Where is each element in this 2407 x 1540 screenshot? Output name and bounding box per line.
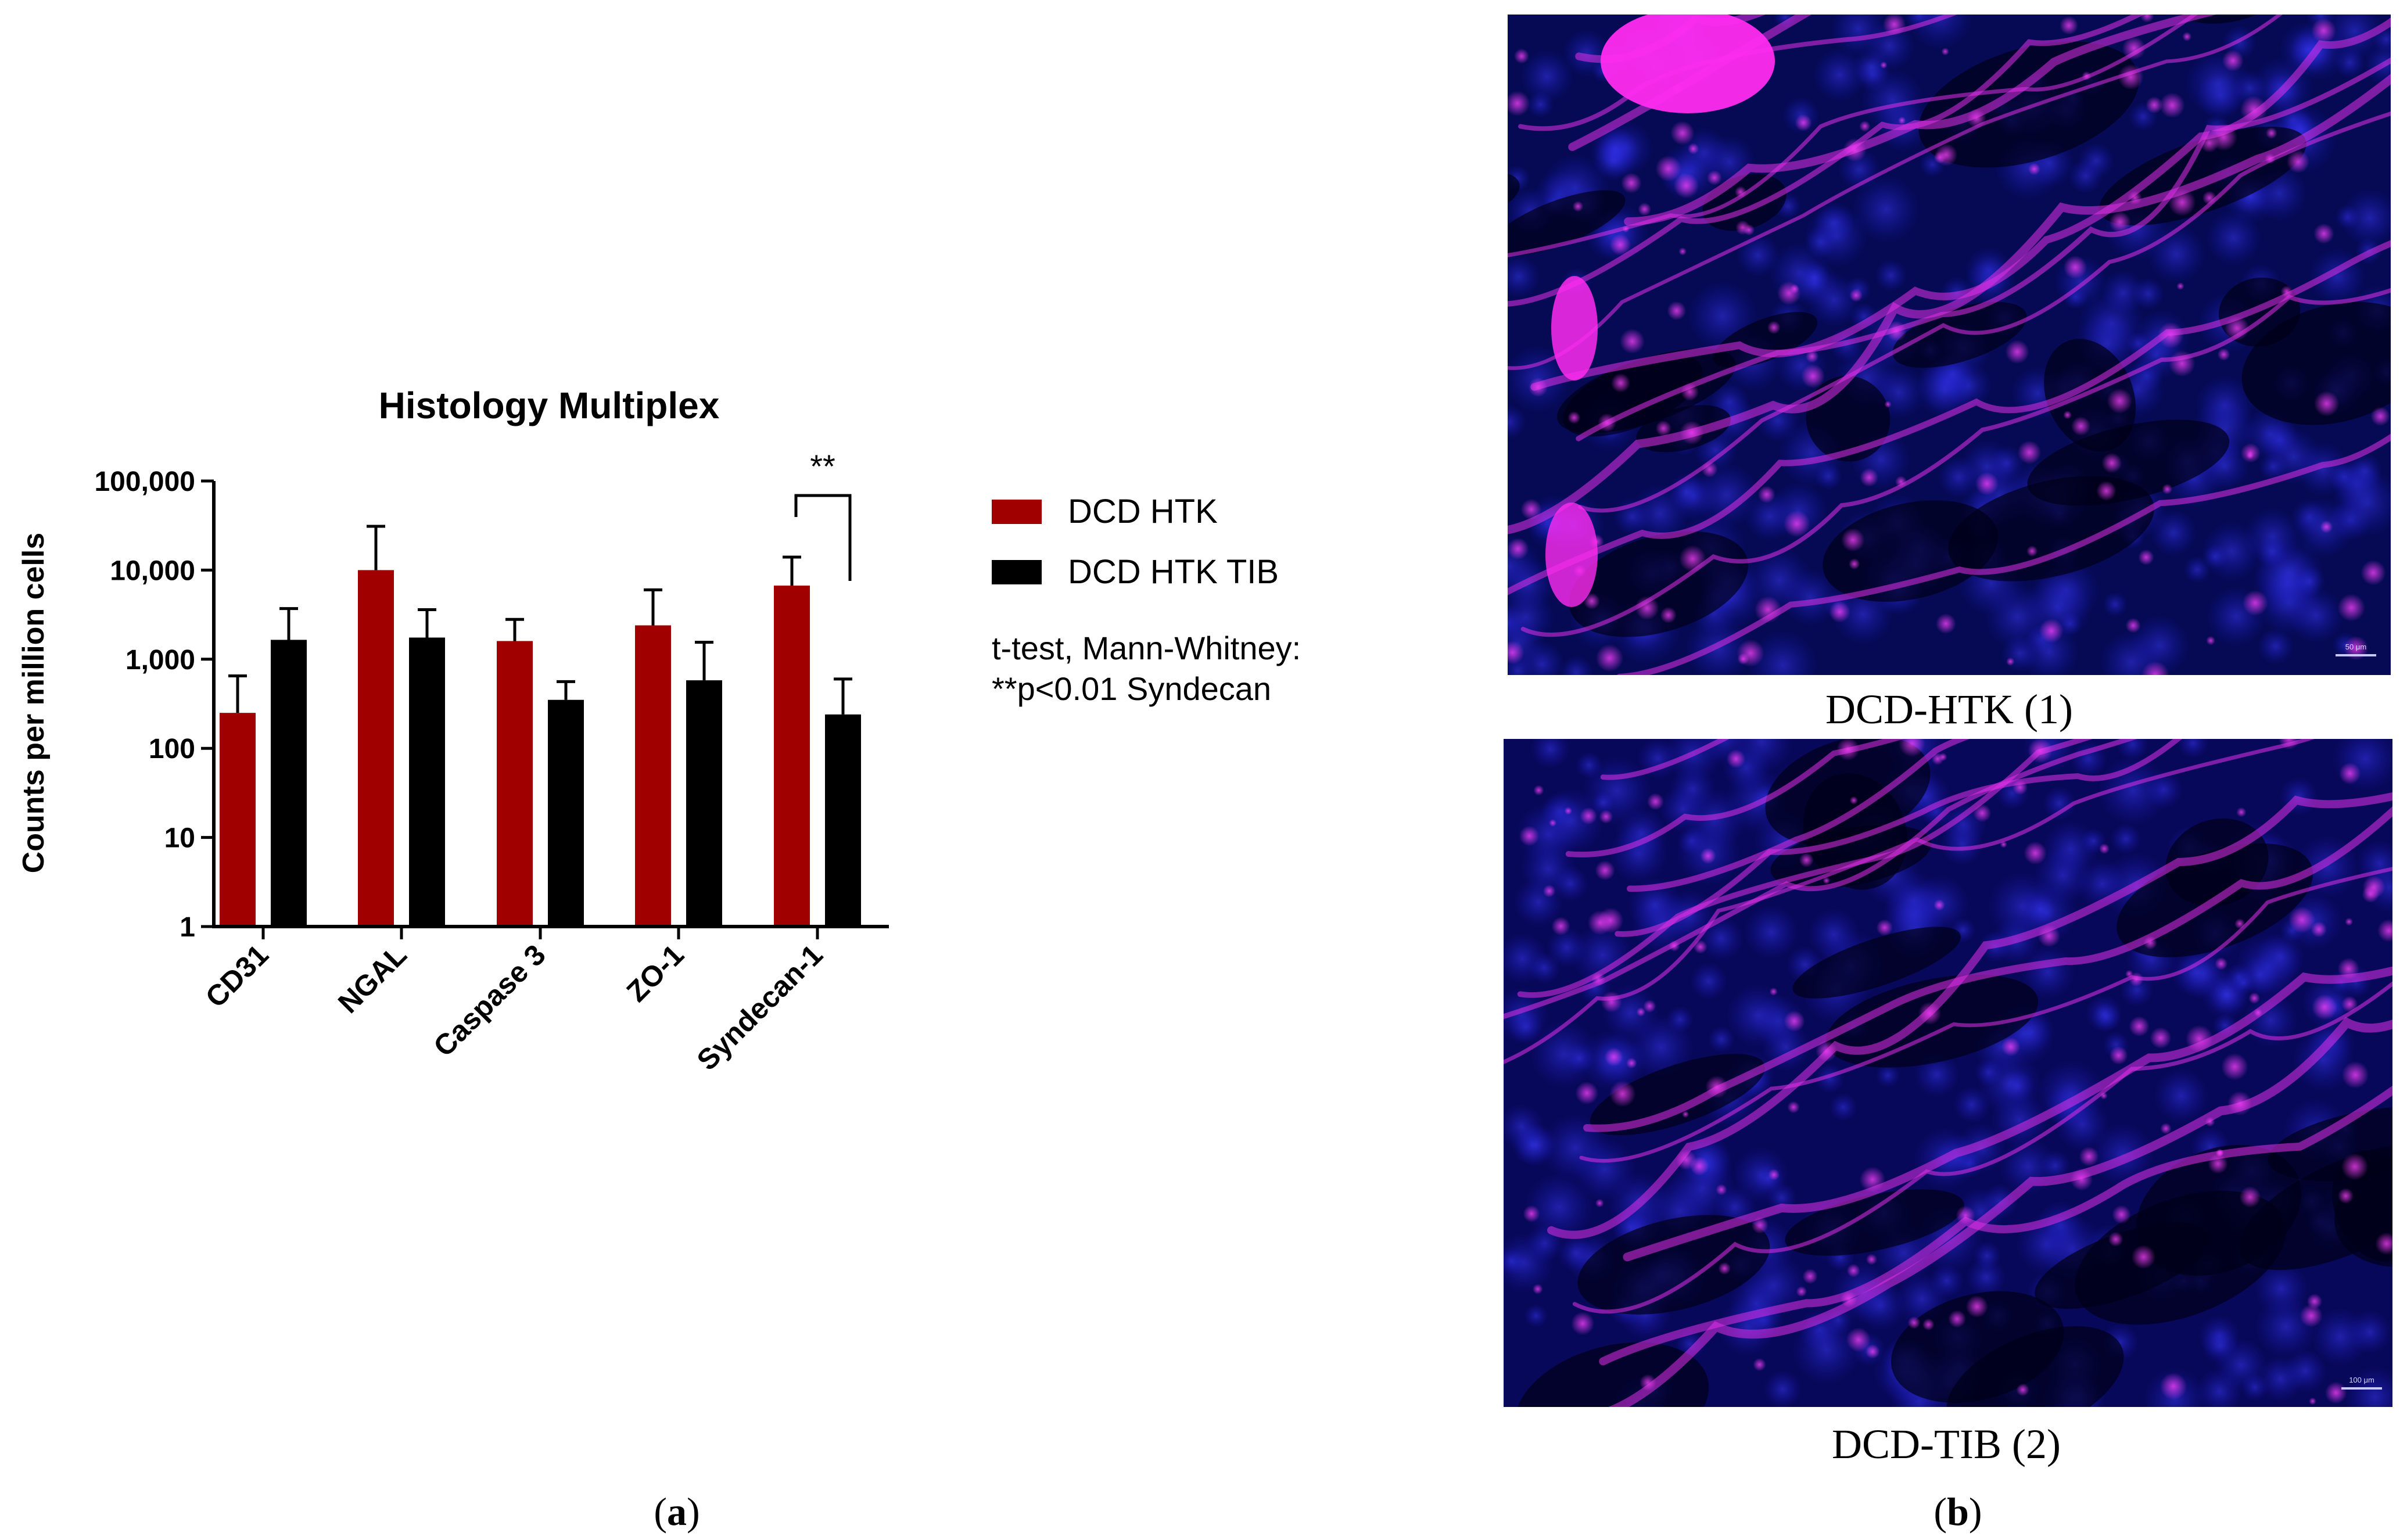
y-tick-label: 100 [149, 734, 195, 764]
y-tick-label: 10 [164, 823, 195, 854]
bars [220, 570, 861, 927]
x-tick-label: ZO-1 [620, 938, 690, 1008]
bar-dcd-htk [220, 713, 256, 927]
y-tick-label: 100,000 [94, 466, 195, 497]
bar-dcd-htk-tib [686, 680, 722, 927]
annotation-line-2: **p<0.01 Syndecan [992, 670, 1271, 707]
bar-dcd-htk-tib [548, 699, 584, 927]
annotation: t-test, Mann-Whitney: **p<0.01 Syndecan [992, 630, 1301, 707]
legend-swatch [992, 560, 1042, 584]
bar-dcd-htk [635, 625, 671, 927]
significance-bracket: ** [794, 448, 852, 581]
y-axis-ticks: 1 10 100 1,000 10,000 100,000 [94, 466, 214, 943]
x-tick-label: CD31 [199, 938, 275, 1014]
panel-b-label: (b) [1934, 1489, 1982, 1534]
x-tick-label: Syndecan-1 [691, 938, 829, 1076]
bar-dcd-htk [774, 586, 810, 927]
scale-bar-1: 50 μm [2336, 642, 2376, 656]
caption-dcd-tib: DCD-TIB (2) [1832, 1421, 2061, 1467]
legend-swatch [992, 500, 1042, 524]
bar-dcd-htk [497, 641, 533, 927]
bar-dcd-htk-tib [409, 637, 445, 927]
y-tick-label: 1 [180, 912, 195, 943]
caption-dcd-htk: DCD-HTK (1) [1825, 686, 2073, 733]
chart-title: Histology Multiplex [379, 385, 720, 426]
significance-label: ** [810, 448, 835, 484]
bar-dcd-htk-tib [825, 714, 861, 927]
bar-dcd-htk [358, 570, 394, 927]
panel-a-label: (a) [654, 1489, 699, 1534]
scale-bar-2-label: 100 μm [2349, 1376, 2374, 1384]
bar-chart: Histology Multiplex Counts per million c… [17, 385, 1301, 1076]
scale-bar-1-label: 50 μm [2345, 642, 2366, 651]
significance-bracket-line [794, 494, 852, 581]
y-tick-label: 10,000 [110, 555, 195, 586]
legend: DCD HTK DCD HTK TIB [992, 493, 1279, 591]
y-axis-label: Counts per million cells [17, 533, 51, 874]
legend-label: DCD HTK [1068, 493, 1218, 530]
bar-dcd-htk-tib [271, 640, 307, 927]
scale-bar-2: 100 μm [2341, 1376, 2382, 1390]
micrograph-dcd-htk: 50 μm [1508, 15, 2391, 675]
x-axis-ticks: CD31 NGAL Caspase 3 ZO-1 Syndecan-1 [199, 927, 829, 1076]
legend-label: DCD HTK TIB [1068, 553, 1279, 591]
x-tick-label: NGAL [332, 938, 413, 1020]
micrograph-dcd-tib: 100 μm [1504, 739, 2392, 1407]
x-tick-label: Caspase 3 [427, 938, 552, 1063]
y-tick-label: 1,000 [125, 645, 195, 676]
error-bars [228, 525, 852, 715]
annotation-line-1: t-test, Mann-Whitney: [992, 630, 1301, 666]
